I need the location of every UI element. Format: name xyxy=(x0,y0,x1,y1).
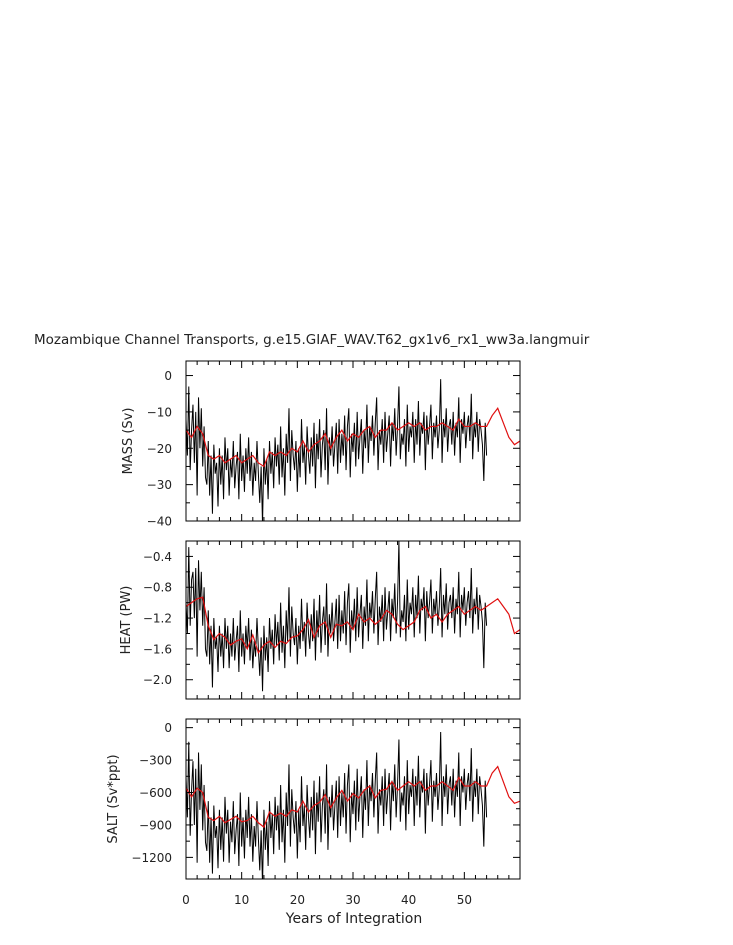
y-tick-label: −1.6 xyxy=(143,642,172,656)
raw-series-line xyxy=(186,541,488,692)
x-axis-label: Years of Integration xyxy=(285,911,422,927)
raw-series-line xyxy=(186,379,488,521)
smoothed-series-line xyxy=(186,407,520,468)
smoothed-series-line xyxy=(186,596,520,655)
panel-1: 0 −10 −20 −30 −40 MASS (Sv) xyxy=(121,360,521,529)
panel-2: −0.4 −0.8 −1.2 −1.6 −2.0 HEAT (PW) xyxy=(119,540,521,700)
raw-series-line xyxy=(186,731,488,879)
x-tick-label: 0 xyxy=(182,893,190,907)
smoothed-series-line xyxy=(186,765,520,829)
y-tick-label: 0 xyxy=(164,721,172,735)
y-tick-label: −2.0 xyxy=(143,673,172,687)
x-tick-label: 50 xyxy=(457,893,472,907)
y-tick-label: −1.2 xyxy=(143,612,172,626)
chart-title: Mozambique Channel Transports, g.e15.GIA… xyxy=(34,332,590,348)
y-axis-label: SALT (Sv*ppt) xyxy=(106,754,121,843)
y-axis-label: MASS (Sv) xyxy=(121,408,136,475)
x-tick-label: 30 xyxy=(345,893,360,907)
y-tick-label: −40 xyxy=(147,515,172,529)
x-tick-label: 20 xyxy=(290,893,305,907)
y-tick-label: −900 xyxy=(139,818,172,832)
y-tick-label: −30 xyxy=(147,478,172,492)
panel-3: 0 −300 −600 −900 −1200 SALT (Sv*ppt) xyxy=(106,718,521,880)
y-tick-label: 0 xyxy=(164,369,172,383)
x-tick-label: 10 xyxy=(234,893,249,907)
y-tick-label: −20 xyxy=(147,442,172,456)
y-tick-label: −600 xyxy=(139,786,172,800)
x-tick-label: 40 xyxy=(401,893,416,907)
y-tick-label: −300 xyxy=(139,754,172,768)
y-tick-label: −10 xyxy=(147,405,172,419)
y-tick-label: −0.4 xyxy=(143,550,172,564)
y-tick-label: −1200 xyxy=(131,851,172,865)
y-tick-label: −0.8 xyxy=(143,581,172,595)
y-axis-label: HEAT (PW) xyxy=(119,586,134,655)
